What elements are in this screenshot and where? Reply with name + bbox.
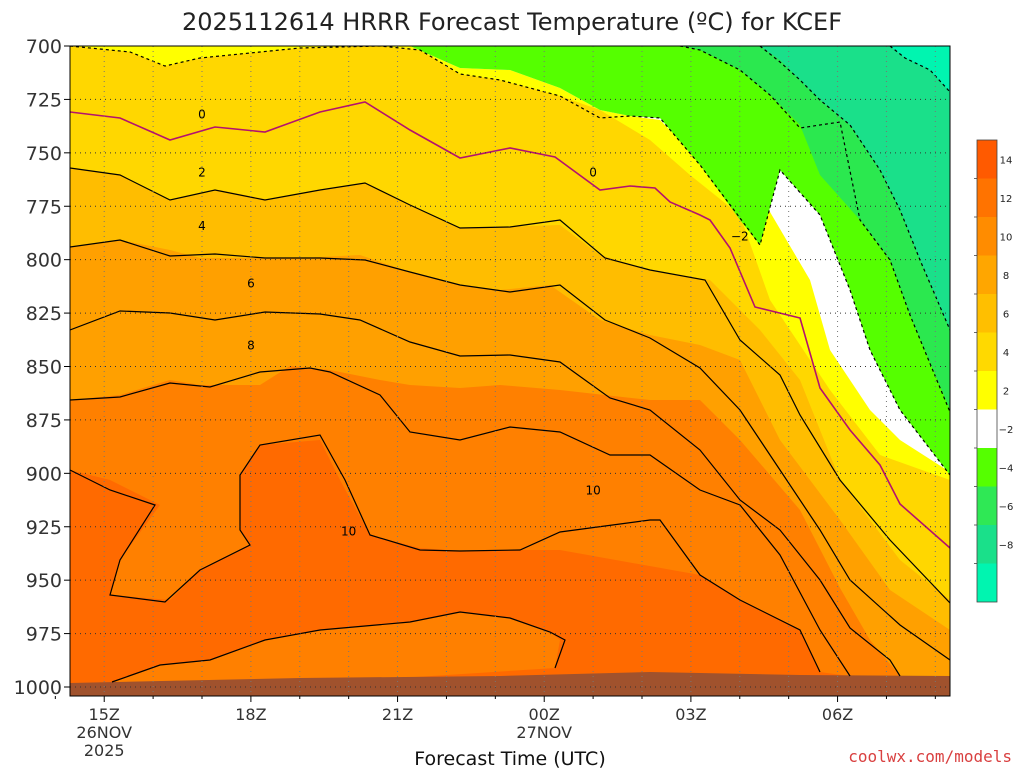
contour-label: 10: [341, 524, 356, 538]
colorbar-swatch: [977, 448, 997, 487]
colorbar-swatch: [977, 255, 997, 294]
colorbar-swatch: [977, 409, 997, 448]
x-tick-label: 15Z: [89, 705, 120, 724]
y-tick-label: 825: [26, 303, 62, 325]
x-tick-label: 18Z: [235, 705, 266, 724]
contour-10: [70, 434, 821, 673]
y-tick-label: 975: [26, 624, 62, 646]
chart-title: 2025112614 HRRR Forecast Temperature (ºC…: [182, 8, 842, 36]
contour-label: 6: [247, 276, 255, 290]
ground: [70, 672, 950, 696]
x-tick-sublabel: 2025: [84, 741, 125, 760]
y-axis: 700 725 750 775 800 825 850 875 900 925 950 975 1000: [14, 36, 70, 699]
colorbar-swatch: [977, 371, 997, 410]
colorbar-swatch: [977, 563, 997, 602]
plot-area: 0 2 4 6 8 10 10 0 −2: [70, 46, 950, 696]
credit-text: coolwx.com/models: [848, 747, 1012, 766]
contour-2: [70, 167, 950, 604]
colorbar-label: 2: [1003, 386, 1009, 397]
contour-label: 0: [589, 165, 597, 179]
y-tick-label: 1000: [14, 677, 62, 699]
contour-labels: 0 2 4 6 8 10 10 0 −2: [198, 108, 748, 539]
y-tick-label: 775: [26, 196, 62, 218]
y-tick-label: 850: [26, 357, 62, 379]
colorbar-swatch: [977, 217, 997, 256]
contour-8: [70, 367, 851, 677]
x-tick-label: 21Z: [382, 705, 413, 724]
y-tick-label: 900: [26, 463, 62, 485]
x-tick-label: 00Z: [529, 705, 560, 724]
colorbar-swatch: [977, 178, 997, 217]
y-tick-label: 725: [26, 89, 62, 111]
contour-minus6: [759, 46, 950, 331]
band-minus6-minus4: [760, 46, 950, 330]
colorbar-swatch: [977, 525, 997, 564]
contour-label: 10: [585, 484, 600, 498]
contour-label: 2: [198, 165, 206, 179]
y-tick-label: 800: [26, 250, 62, 272]
contour-4: [70, 239, 950, 661]
contour-label: −2: [731, 229, 749, 243]
y-tick-label: 925: [26, 517, 62, 539]
colorbar-label: −8: [999, 540, 1014, 551]
y-tick-label: 950: [26, 570, 62, 592]
contour-6: [70, 310, 901, 677]
contour-label: 8: [247, 338, 255, 352]
plot-frame: [69, 45, 951, 697]
y-tick-label: 750: [26, 143, 62, 165]
colorbar-swatch: [977, 486, 997, 525]
grid: [70, 46, 950, 696]
colorbar-swatch: [977, 294, 997, 333]
colorbar-label: 12: [1000, 194, 1013, 205]
colorbar-label: −4: [999, 463, 1014, 474]
y-tick-label: 875: [26, 410, 62, 432]
contour-label: 4: [198, 219, 206, 233]
colorbar-swatch: [977, 332, 997, 371]
colorbar-label: −2: [999, 425, 1014, 436]
colorbar-swatch: [977, 140, 997, 179]
contour-minus8: [889, 46, 950, 93]
y-tick-label: 700: [26, 36, 62, 58]
x-axis-label: Forecast Time (UTC): [414, 748, 605, 768]
colorbar-label: 14: [1000, 155, 1013, 166]
colorbar-label: 8: [1003, 271, 1009, 282]
contour-label: 0: [198, 108, 206, 122]
x-tick-label: 03Z: [675, 705, 706, 724]
colorbar-label: 10: [1000, 232, 1013, 243]
colorbar-label: −6: [999, 502, 1014, 513]
x-tick-label: 06Z: [822, 705, 853, 724]
contour-0: [70, 101, 950, 549]
x-tick-sublabel: 27NOV: [516, 723, 572, 742]
colorbar: 14 12 10 8 6 4 2 −2 −4 −6 −8: [974, 139, 1014, 603]
colorbar-label: 4: [1003, 348, 1009, 359]
contour-minus4: [679, 46, 950, 413]
x-tick-sublabel: 26NOV: [76, 723, 132, 742]
colorbar-label: 6: [1003, 309, 1009, 320]
contour-minus2: [70, 46, 950, 476]
contour-12: [111, 611, 566, 683]
